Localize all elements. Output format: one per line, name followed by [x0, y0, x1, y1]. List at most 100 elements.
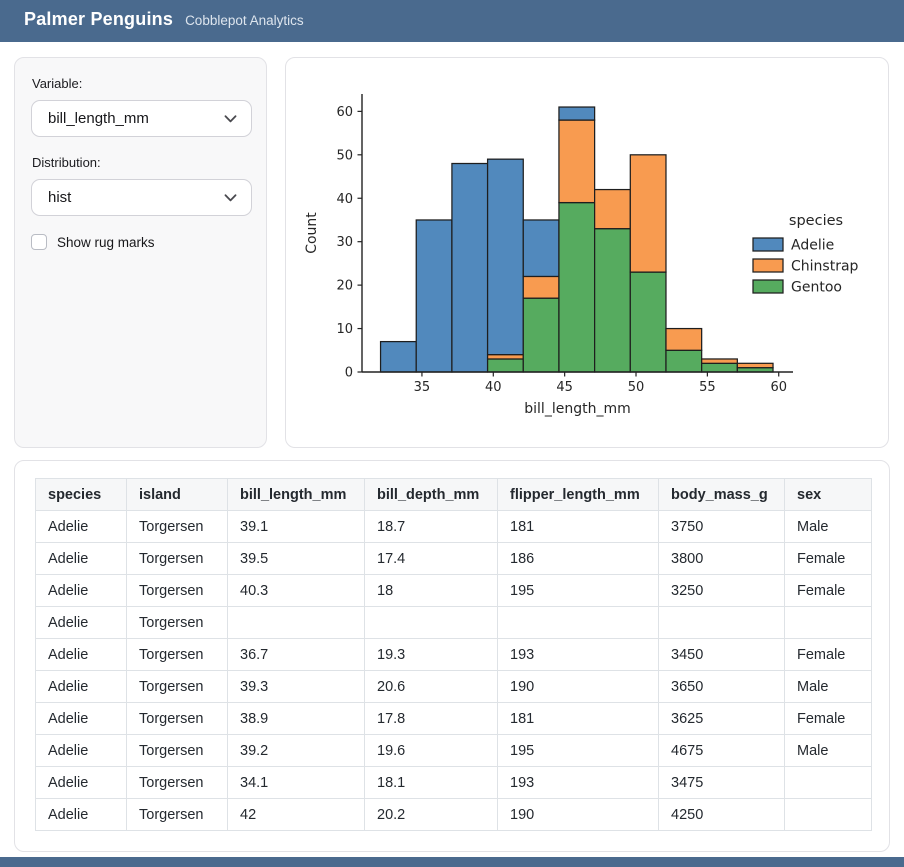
- table-cell: Female: [785, 575, 872, 607]
- table-cell: 3750: [659, 511, 785, 543]
- legend-label: Adelie: [791, 238, 834, 254]
- table-cell: 181: [498, 703, 659, 735]
- chevron-down-icon: [224, 194, 237, 202]
- table-cell: 195: [498, 575, 659, 607]
- legend-label: Chinstrap: [791, 259, 859, 275]
- table-cell: [785, 607, 872, 639]
- bar-segment-chinstrap: [702, 359, 738, 363]
- x-tick-label: 60: [770, 380, 787, 395]
- table-cell: 36.7: [228, 639, 365, 671]
- table-cell: Female: [785, 639, 872, 671]
- bar-segment-chinstrap: [488, 355, 524, 359]
- table-cell: Adelie: [36, 799, 127, 831]
- column-header: sex: [785, 479, 872, 511]
- table-row: AdelieTorgersen38.917.81813625Female: [36, 703, 872, 735]
- table-header-row: speciesislandbill_length_mmbill_depth_mm…: [36, 479, 872, 511]
- table-cell: Torgersen: [127, 543, 228, 575]
- y-tick-label: 10: [336, 322, 353, 337]
- distribution-select[interactable]: hist: [31, 179, 252, 216]
- chevron-down-icon: [224, 115, 237, 123]
- table-cell: 190: [498, 799, 659, 831]
- footer-bar: [0, 857, 904, 867]
- y-tick-label: 40: [336, 192, 353, 207]
- app-header: Palmer Penguins Cobblepot Analytics: [0, 0, 904, 42]
- y-tick-label: 60: [336, 105, 353, 120]
- table-cell: Female: [785, 543, 872, 575]
- column-header: island: [127, 479, 228, 511]
- table-cell: [498, 607, 659, 639]
- table-cell: [659, 607, 785, 639]
- bar-segment-chinstrap: [559, 120, 595, 203]
- table-cell: [365, 607, 498, 639]
- x-axis-label: bill_length_mm: [524, 401, 630, 417]
- table-cell: 39.5: [228, 543, 365, 575]
- table-cell: 17.4: [365, 543, 498, 575]
- app-subtitle: Cobblepot Analytics: [185, 13, 304, 28]
- table-cell: Male: [785, 735, 872, 767]
- table-row: AdelieTorgersen34.118.11933475: [36, 767, 872, 799]
- app-title: Palmer Penguins: [24, 9, 173, 30]
- x-tick-label: 35: [414, 380, 431, 395]
- histogram-card: 3540455055600102030405060bill_length_mmC…: [285, 57, 889, 448]
- bar-segment-gentoo: [523, 298, 559, 372]
- table-cell: [785, 799, 872, 831]
- variable-select[interactable]: bill_length_mm: [31, 100, 252, 137]
- bar-segment-adelie: [523, 220, 559, 276]
- table-cell: 18.7: [365, 511, 498, 543]
- table-cell: [228, 607, 365, 639]
- table-cell: Torgersen: [127, 639, 228, 671]
- table-cell: 3625: [659, 703, 785, 735]
- table-cell: [785, 767, 872, 799]
- bar-segment-chinstrap: [595, 190, 631, 229]
- x-tick-label: 50: [628, 380, 645, 395]
- column-header: species: [36, 479, 127, 511]
- table-cell: 17.8: [365, 703, 498, 735]
- table-cell: 3250: [659, 575, 785, 607]
- table-cell: Male: [785, 671, 872, 703]
- table-cell: 3800: [659, 543, 785, 575]
- table-row: AdelieTorgersen4220.21904250: [36, 799, 872, 831]
- rug-checkbox-label: Show rug marks: [57, 235, 155, 250]
- table-cell: 4250: [659, 799, 785, 831]
- table-cell: Adelie: [36, 543, 127, 575]
- rug-checkbox-row: Show rug marks: [31, 234, 250, 250]
- table-cell: Female: [785, 703, 872, 735]
- bar-segment-adelie: [559, 107, 595, 120]
- variable-label: Variable:: [32, 76, 250, 91]
- bar-segment-chinstrap: [666, 329, 702, 351]
- table-cell: 39.1: [228, 511, 365, 543]
- table-cell: Adelie: [36, 607, 127, 639]
- bar-segment-gentoo: [488, 359, 524, 372]
- bar-segment-adelie: [381, 342, 417, 372]
- table-cell: 3450: [659, 639, 785, 671]
- legend-title: species: [789, 213, 843, 229]
- table-cell: Adelie: [36, 511, 127, 543]
- table-cell: 40.3: [228, 575, 365, 607]
- histogram-chart: 3540455055600102030405060bill_length_mmC…: [286, 58, 888, 447]
- table-row: AdelieTorgersen36.719.31933450Female: [36, 639, 872, 671]
- bar-segment-gentoo: [595, 229, 631, 372]
- legend-label: Gentoo: [791, 280, 842, 296]
- table-cell: 34.1: [228, 767, 365, 799]
- legend-swatch-gentoo: [753, 280, 783, 293]
- x-tick-label: 40: [485, 380, 502, 395]
- table-cell: 190: [498, 671, 659, 703]
- distribution-select-value: hist: [48, 189, 71, 206]
- table-cell: 19.6: [365, 735, 498, 767]
- table-cell: Adelie: [36, 735, 127, 767]
- distribution-label: Distribution:: [32, 155, 250, 170]
- bar-segment-gentoo: [559, 203, 595, 372]
- x-tick-label: 45: [556, 380, 573, 395]
- table-cell: Adelie: [36, 575, 127, 607]
- table-row: AdelieTorgersen40.3181953250Female: [36, 575, 872, 607]
- y-tick-label: 30: [336, 235, 353, 250]
- y-tick-label: 50: [336, 148, 353, 163]
- y-axis-label: Count: [304, 212, 320, 254]
- table-cell: 19.3: [365, 639, 498, 671]
- bar-segment-gentoo: [630, 272, 666, 372]
- column-header: bill_length_mm: [228, 479, 365, 511]
- table-cell: Torgersen: [127, 735, 228, 767]
- rug-checkbox[interactable]: [31, 234, 47, 250]
- bar-segment-chinstrap: [630, 155, 666, 272]
- table-cell: 38.9: [228, 703, 365, 735]
